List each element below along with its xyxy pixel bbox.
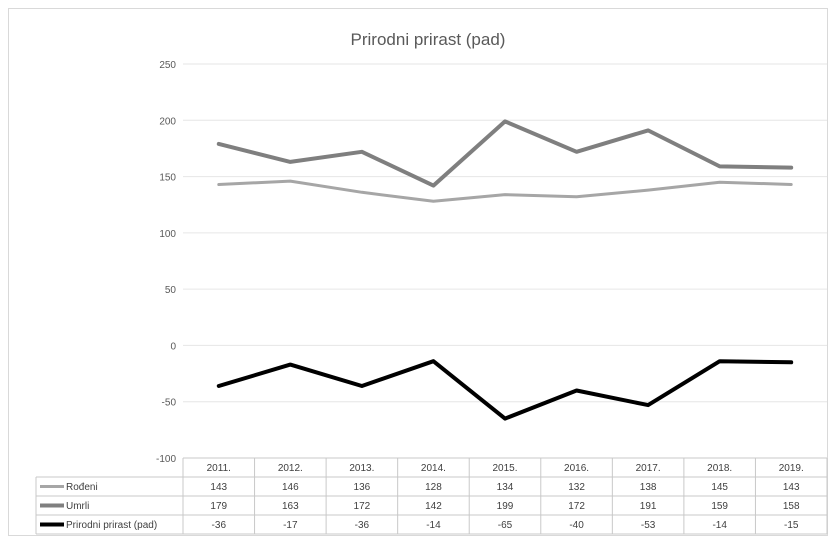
x-tick-label: 2018. — [707, 463, 732, 474]
x-tick-label: 2013. — [349, 463, 374, 474]
table-cell-value: -36 — [355, 520, 370, 531]
series-line — [216, 119, 794, 188]
y-tick-label: 150 — [159, 173, 176, 184]
table-cell-value: 138 — [640, 482, 657, 493]
table-cell-value: -14 — [426, 520, 441, 531]
table-cell-value: 128 — [425, 482, 442, 493]
table-cell-value: 163 — [282, 501, 299, 512]
x-tick-label: 2019. — [779, 463, 804, 474]
y-tick-label: 50 — [165, 285, 177, 296]
table-cell-value: 136 — [354, 482, 371, 493]
table-cell-value: 199 — [497, 501, 514, 512]
series-line — [216, 359, 794, 421]
x-tick-label: 2011. — [207, 463, 231, 474]
x-tick-label: 2017. — [636, 463, 661, 474]
table-cell-value: -53 — [641, 520, 656, 531]
table-cell-value: -36 — [212, 520, 227, 531]
table-cell-value: 145 — [711, 482, 728, 493]
chart-frame — [8, 8, 828, 536]
table-cell-value: 134 — [497, 482, 514, 493]
table-cell-value: -40 — [569, 520, 584, 531]
y-tick-label: 100 — [159, 229, 176, 240]
table-cell-value: 159 — [711, 501, 728, 512]
y-tick-label: 200 — [159, 116, 176, 127]
table-cell-value: 143 — [783, 482, 800, 493]
table-cell-value: 172 — [354, 501, 371, 512]
legend-label: Prirodni prirast (pad) — [66, 520, 157, 531]
gridlines — [183, 63, 827, 403]
x-tick-label: 2012. — [278, 463, 303, 474]
x-tick-label: 2015. — [492, 463, 517, 474]
table-cell-value: 179 — [210, 501, 227, 512]
y-axis-ticks: -100 -50 0 50 100 150 200 250 — [156, 60, 176, 465]
table-cell-value: -17 — [283, 520, 298, 531]
data-table: 2011. 2012. 2013. 2014. 2015. 2016. 2017. 2018.… — [35, 457, 828, 535]
chart-title: Prirodni prirast (pad) — [351, 30, 506, 49]
series-line — [217, 179, 793, 203]
y-tick-label: -100 — [156, 454, 176, 465]
y-tick-label: -50 — [162, 398, 177, 409]
table-cell-value: 146 — [282, 482, 299, 493]
table-cell-value: 143 — [210, 482, 227, 493]
legend-label: Umrli — [66, 501, 89, 512]
table-cell-value: 142 — [425, 501, 442, 512]
table-cell-value: 158 — [783, 501, 800, 512]
table-cell-value: -15 — [784, 520, 799, 531]
legend-label: Rođeni — [66, 482, 98, 493]
y-tick-label: 0 — [170, 341, 176, 352]
table-cell-value: 172 — [568, 501, 585, 512]
table-cell-value: -65 — [498, 520, 513, 531]
table-cell-value: 132 — [568, 482, 585, 493]
table-cell-value: 191 — [640, 501, 657, 512]
x-tick-label: 2014. — [421, 463, 446, 474]
y-tick-label: 250 — [159, 60, 176, 71]
series-lines — [216, 119, 794, 421]
x-tick-label: 2016. — [564, 463, 589, 474]
table-cell-value: -14 — [712, 520, 727, 531]
